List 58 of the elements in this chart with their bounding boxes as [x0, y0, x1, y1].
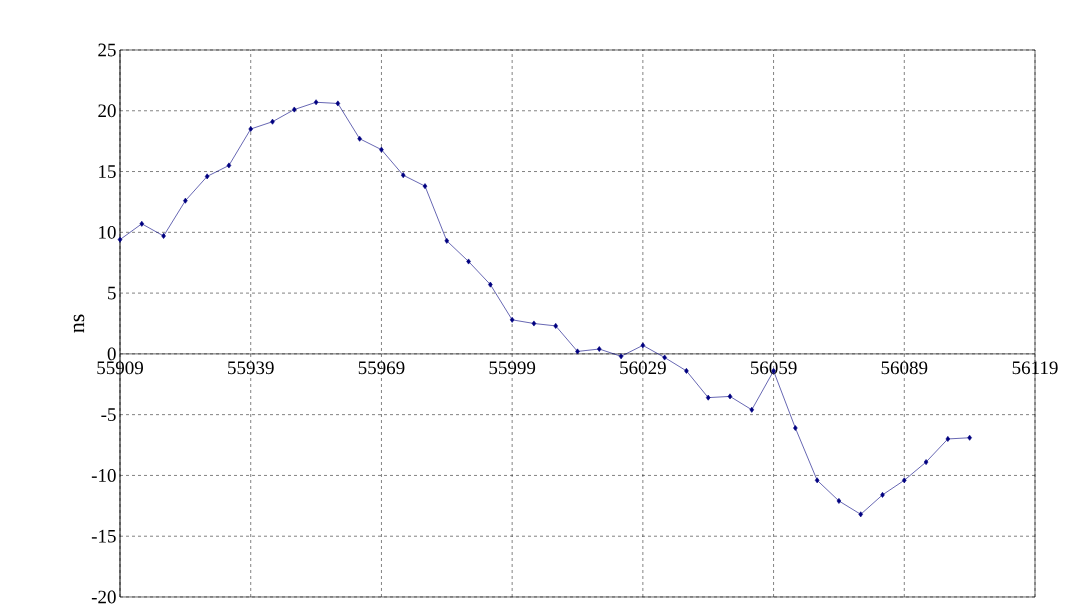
y-axis-title: ns — [73, 314, 85, 333]
y-tick-label: -15 — [91, 529, 116, 543]
point — [357, 135, 362, 142]
point — [400, 172, 406, 179]
point — [749, 406, 755, 413]
point — [248, 126, 253, 132]
point — [575, 348, 580, 355]
point — [466, 258, 471, 265]
point — [313, 99, 319, 106]
point — [553, 323, 558, 329]
point — [836, 498, 842, 504]
point — [945, 436, 951, 442]
point — [509, 316, 515, 323]
point — [967, 434, 972, 441]
point — [270, 118, 275, 125]
point — [814, 477, 820, 484]
x-tick-label: 55999 — [489, 361, 536, 375]
point — [902, 477, 907, 484]
point — [488, 281, 493, 288]
point — [444, 237, 450, 244]
point — [618, 353, 624, 360]
point — [292, 106, 297, 113]
point — [139, 220, 145, 227]
x-tick-label: 56119 — [1012, 361, 1058, 375]
point — [880, 491, 885, 498]
x-tick-label: 56089 — [881, 361, 928, 375]
point — [204, 173, 210, 180]
point — [662, 354, 667, 361]
y-tick-label: 25 — [98, 43, 116, 57]
point — [858, 511, 863, 518]
x-tick-label: 56029 — [620, 361, 666, 375]
x-tick-label: 55939 — [228, 361, 274, 375]
y-tick-label: -5 — [101, 408, 116, 421]
point — [422, 183, 428, 190]
y-tick-label: 0 — [107, 347, 116, 361]
point — [727, 393, 733, 400]
y-tick-label: 5 — [108, 286, 116, 300]
point — [226, 162, 232, 169]
point — [117, 236, 123, 243]
point — [705, 394, 711, 401]
y-tick-label: -10 — [91, 469, 116, 482]
point — [531, 320, 537, 327]
y-tick-label: -20 — [91, 590, 116, 604]
x-tick-label: 56059 — [750, 361, 797, 375]
y-tick-label: 10 — [99, 225, 116, 239]
point — [161, 233, 166, 239]
point — [379, 146, 384, 153]
point — [923, 459, 929, 465]
point — [793, 425, 798, 431]
x-tick-label: 55969 — [358, 361, 405, 375]
point — [183, 197, 188, 204]
y-tick-label: 20 — [98, 104, 116, 118]
point — [684, 367, 689, 374]
y-tick-label: 15 — [99, 165, 116, 178]
point — [597, 346, 602, 352]
x-tick-label: 55909 — [97, 361, 143, 375]
point — [640, 342, 646, 349]
point — [335, 100, 341, 107]
